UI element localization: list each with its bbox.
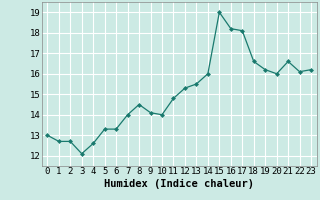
X-axis label: Humidex (Indice chaleur): Humidex (Indice chaleur) bbox=[104, 179, 254, 189]
